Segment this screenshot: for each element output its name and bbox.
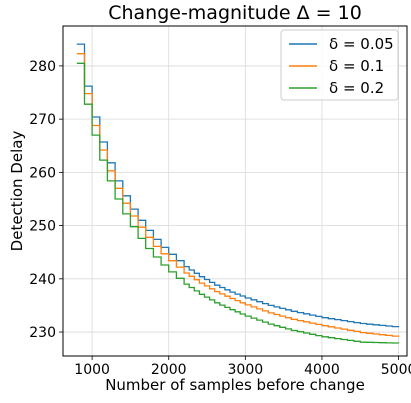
x-axis-label: Number of samples before change — [105, 376, 365, 394]
x-tick-label: 4000 — [304, 362, 340, 378]
chart-title: Change-magnitude Δ = 10 — [108, 2, 362, 24]
y-tick-label: 260 — [29, 165, 56, 181]
series-line-2 — [76, 53, 400, 337]
y-tick-label: 280 — [29, 59, 56, 75]
plot-frame — [62, 25, 408, 357]
y-tick-label: 250 — [29, 219, 56, 235]
series-line-3 — [76, 62, 400, 344]
y-tick-label: 270 — [29, 112, 56, 128]
grid — [63, 26, 407, 356]
legend-label-2: δ = 0.1 — [329, 57, 384, 75]
y-tick-label: 240 — [29, 272, 56, 288]
y-axis-label: Detection Delay — [8, 131, 26, 252]
x-tick-label: 5000 — [381, 362, 411, 378]
legend: δ = 0.05 δ = 0.1 δ = 0.2 — [280, 29, 399, 101]
x-tick-label: 2000 — [151, 362, 187, 378]
y-tick-label: 230 — [29, 325, 56, 341]
legend-box — [280, 29, 399, 101]
series-line-1 — [76, 43, 400, 328]
series-lines — [76, 43, 400, 344]
x-tick-label: 1000 — [74, 362, 110, 378]
legend-label-3: δ = 0.2 — [329, 79, 384, 97]
axis-ticks: 1000 2000 3000 4000 5000 230 240 250 260 270 280 — [29, 59, 411, 378]
legend-label-1: δ = 0.05 — [329, 35, 394, 53]
x-tick-label: 3000 — [228, 362, 264, 378]
